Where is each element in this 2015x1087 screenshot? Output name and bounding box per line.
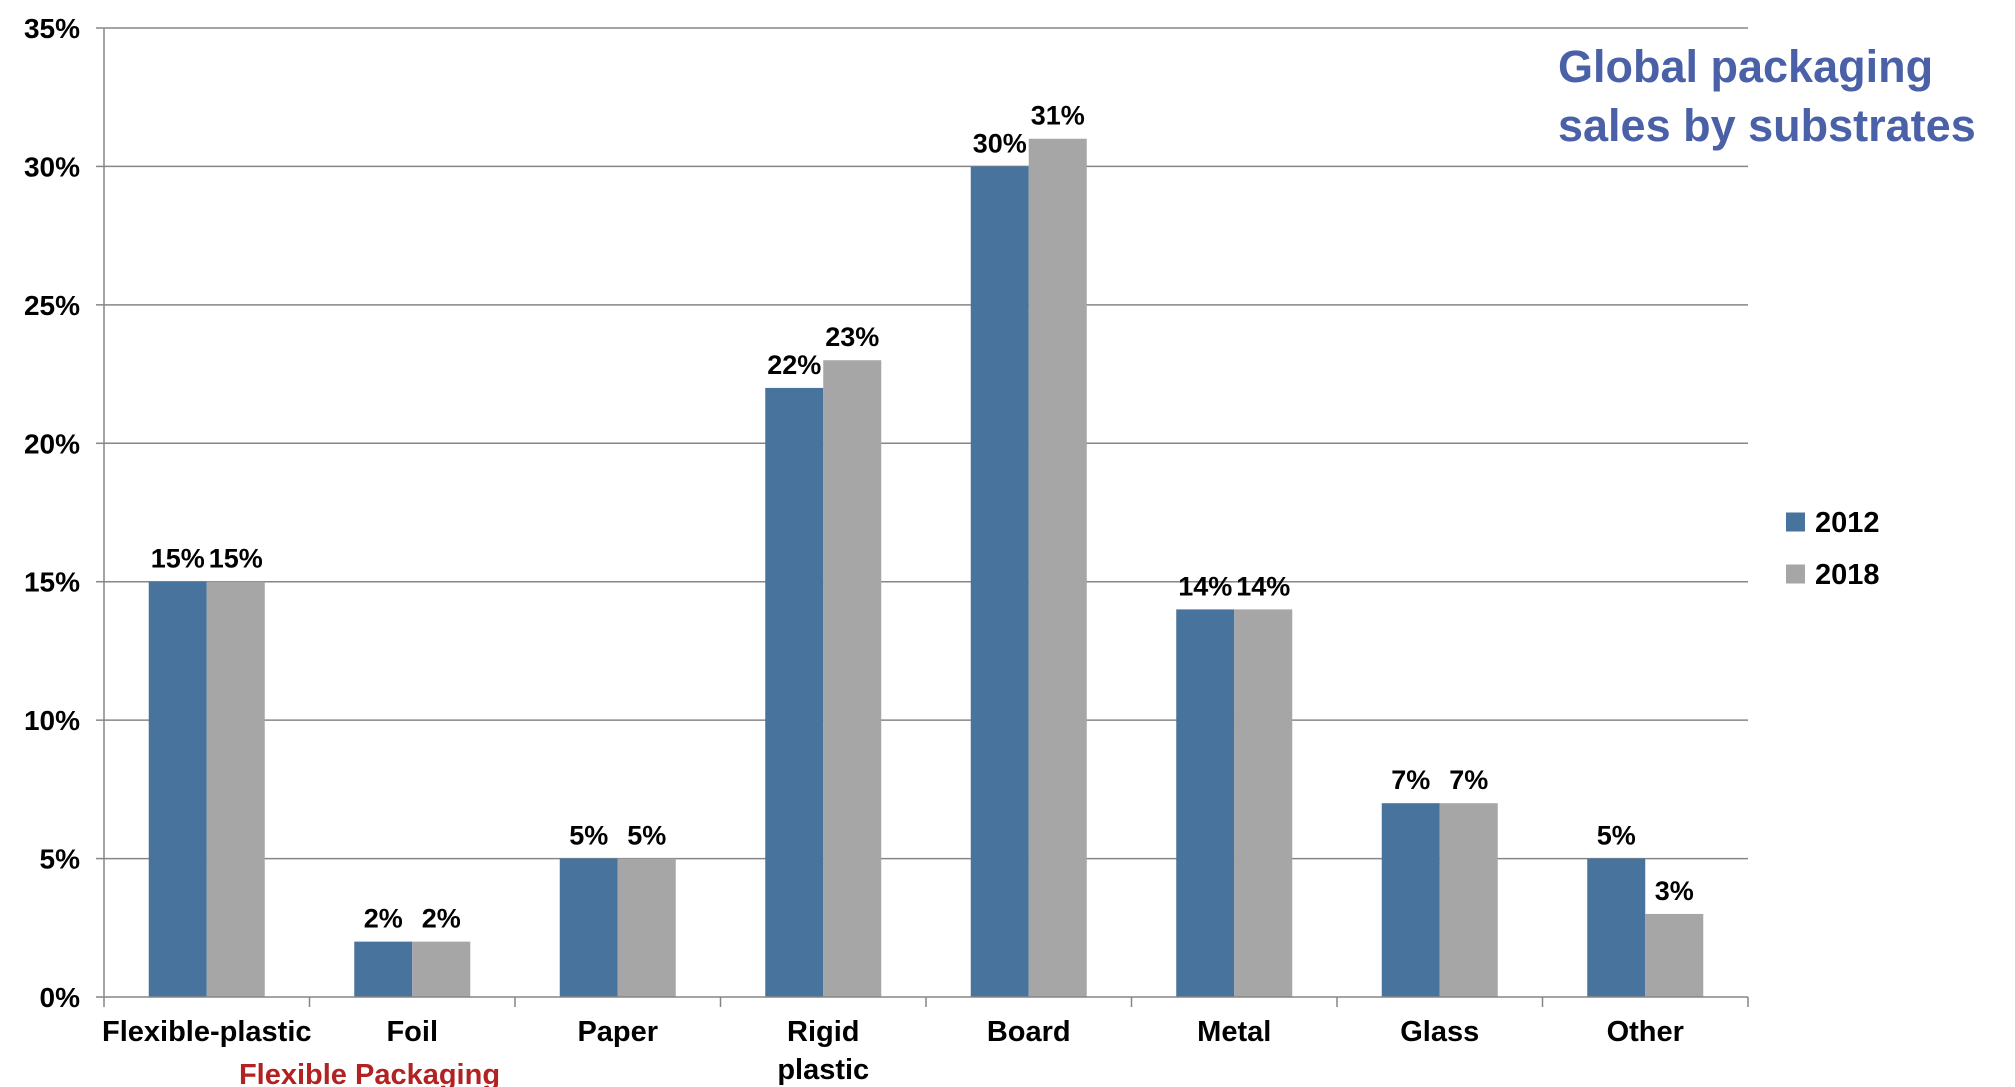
chart-title: Global packaging sales by substrates <box>1558 41 1976 151</box>
data-label: 3% <box>1655 876 1694 906</box>
category-label: Rigid <box>787 1016 860 1048</box>
data-label: 7% <box>1449 765 1488 795</box>
bar-2018-6 <box>1439 803 1498 997</box>
data-label: 23% <box>825 322 879 352</box>
category-label: Flexible-plastic <box>102 1016 312 1048</box>
category-label: Board <box>987 1016 1071 1048</box>
chart-title-line: sales by substrates <box>1558 100 1976 151</box>
data-label: 31% <box>1031 101 1085 131</box>
y-tick-label: 25% <box>24 290 80 321</box>
y-tick-label: 10% <box>24 705 80 736</box>
bar-2012-4 <box>970 166 1029 997</box>
legend-swatch-2012 <box>1786 512 1805 532</box>
annotation: Flexible Packaging <box>239 1059 500 1087</box>
data-label: 14% <box>1236 571 1290 601</box>
data-label: 2% <box>422 904 461 934</box>
data-label: 5% <box>569 821 608 851</box>
category-label: plastic <box>777 1054 869 1086</box>
axes <box>96 27 1749 1007</box>
bar-2012-6 <box>1381 803 1440 997</box>
bar-2012-2 <box>559 858 618 997</box>
bar-2012-1 <box>354 941 413 997</box>
data-label: 5% <box>627 821 666 851</box>
legend: 2012 2018 <box>1786 507 1880 591</box>
chart-title-line: Global packaging <box>1558 41 1933 92</box>
y-tick-label: 5% <box>40 844 81 875</box>
bar-2018-1 <box>412 941 471 997</box>
bar-2018-3 <box>823 360 882 997</box>
data-label: 14% <box>1178 571 1232 601</box>
y-tick-label: 20% <box>24 428 80 459</box>
bar-2012-7 <box>1587 858 1646 997</box>
data-label: 2% <box>364 904 403 934</box>
data-label: 7% <box>1391 765 1430 795</box>
y-tick-label: 0% <box>40 982 81 1013</box>
data-labels: 15% 15% 2% 2% 5% 5% 22%23% 30%31% 14% 14% 7% 7% 5% 3% <box>151 101 1694 934</box>
category-labels: Flexible-plastic Foil Paper Rigid plastic Boa… <box>102 1016 1684 1086</box>
category-label: Other <box>1607 1016 1684 1048</box>
data-label: 5% <box>1597 821 1636 851</box>
bar-2012-5 <box>1176 609 1235 997</box>
y-tick-label: 30% <box>24 151 80 182</box>
bar-2018-4 <box>1028 138 1087 997</box>
category-label: Glass <box>1400 1016 1479 1048</box>
category-label: Metal <box>1197 1016 1271 1048</box>
gridlines <box>104 27 1748 860</box>
bar-2018-2 <box>617 858 676 997</box>
legend-label: 2018 <box>1815 559 1880 591</box>
bar-2012-0 <box>148 581 207 997</box>
category-label: Foil <box>386 1016 438 1048</box>
bar-2012-3 <box>765 387 824 997</box>
bar-2018-5 <box>1234 609 1293 997</box>
data-label: 30% <box>973 128 1027 158</box>
legend-swatch-2018 <box>1786 564 1805 584</box>
bar-2018-7 <box>1645 913 1704 997</box>
flexible-packaging-annotation: Flexible Packaging <box>239 1059 500 1087</box>
legend-label: 2012 <box>1815 507 1880 539</box>
bar-2018-0 <box>206 581 265 997</box>
category-label: Paper <box>577 1016 658 1048</box>
y-tick-label: 15% <box>24 567 80 598</box>
data-label: 15% <box>151 544 205 574</box>
data-label: 15% <box>209 544 263 574</box>
bars <box>148 138 1704 997</box>
y-tick-labels: 0% 5% 10% 15% 20% 25% 30% 35% <box>24 13 80 1013</box>
y-tick-label: 35% <box>24 13 80 44</box>
data-label: 22% <box>767 350 821 380</box>
